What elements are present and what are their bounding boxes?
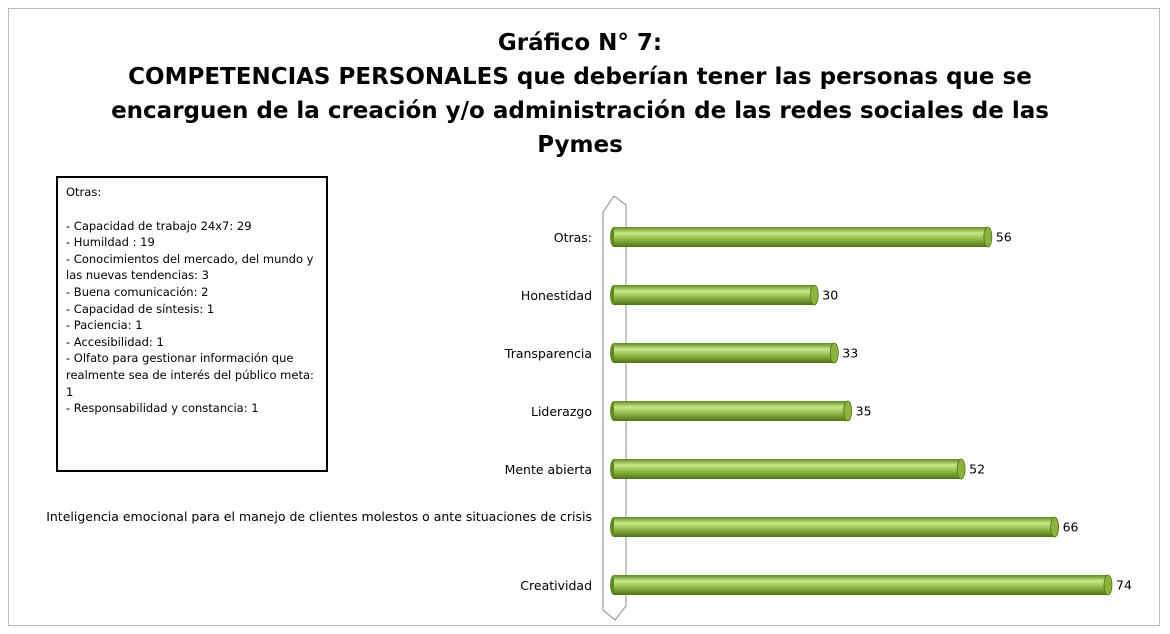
bar bbox=[614, 343, 835, 363]
category-row: Liderazgo bbox=[2, 403, 592, 420]
bar-cap bbox=[809, 284, 819, 306]
category-label: Inteligencia emocional para el manejo de… bbox=[46, 509, 592, 524]
value-label: 74 bbox=[1116, 578, 1132, 593]
bar bbox=[614, 227, 988, 247]
bar-cap bbox=[1103, 574, 1113, 596]
category-label: Transparencia bbox=[504, 346, 592, 361]
value-label: 52 bbox=[969, 462, 985, 477]
value-label: 66 bbox=[1063, 520, 1079, 535]
annotation-item: - Olfato para gestionar información que … bbox=[66, 351, 314, 399]
category-row: Mente abierta bbox=[2, 461, 592, 478]
chart-subtitle: COMPETENCIAS PERSONALES que deberían ten… bbox=[111, 64, 1049, 158]
bar-cap bbox=[829, 342, 839, 364]
annotation-item: - Paciencia: 1 bbox=[66, 318, 143, 333]
chart-frame bbox=[8, 8, 1160, 626]
bar bbox=[614, 575, 1108, 595]
category-row: Otras: bbox=[2, 229, 592, 246]
annotation-item: - Humildad : 19 bbox=[66, 235, 155, 250]
category-row: Creatividad bbox=[2, 577, 592, 594]
category-label: Honestidad bbox=[520, 288, 592, 303]
chart-title: Gráfico N° 7: bbox=[497, 30, 663, 56]
category-label: Otras: bbox=[553, 230, 592, 245]
category-row: Inteligencia emocional para el manejo de… bbox=[2, 508, 592, 525]
value-label: 30 bbox=[822, 288, 838, 303]
category-label: Mente abierta bbox=[504, 462, 592, 477]
bar bbox=[614, 517, 1055, 537]
annotation-box: Otras: - Capacidad de trabajo 24x7: 29- … bbox=[56, 176, 328, 472]
annotation-items: - Capacidad de trabajo 24x7: 29 - Humilda… bbox=[66, 218, 318, 417]
bar bbox=[614, 401, 848, 421]
category-row: Honestidad bbox=[2, 287, 592, 304]
value-label: 33 bbox=[842, 346, 858, 361]
annotation-item: - Responsabilidad y constancia: 1 bbox=[66, 401, 259, 416]
annotation-item: - Capacidad de trabajo 24x7: 29 bbox=[66, 218, 252, 233]
annotation-item: - Capacidad de síntesis: 1 bbox=[66, 301, 215, 316]
category-label: Liderazgo bbox=[530, 404, 592, 419]
value-label: 35 bbox=[856, 404, 872, 419]
title-block: Gráfico N° 7: COMPETENCIAS PERSONALES qu… bbox=[100, 26, 1060, 162]
bar bbox=[614, 459, 962, 479]
bar-cap bbox=[843, 400, 853, 422]
bar-cap bbox=[983, 226, 993, 248]
annotation-item: - Buena comunicación: 2 bbox=[66, 284, 209, 299]
bar-cap bbox=[956, 458, 966, 480]
bar-cap bbox=[1050, 516, 1059, 538]
annotation-item: - Accesibilidad: 1 bbox=[66, 334, 164, 349]
annotation-title: Otras: bbox=[66, 185, 102, 199]
category-row: Transparencia bbox=[2, 345, 592, 362]
bar bbox=[614, 285, 815, 305]
value-label: 56 bbox=[996, 230, 1012, 245]
annotation-item: - Conocimientos del mercado, del mundo y… bbox=[66, 251, 314, 283]
category-label: Creatividad bbox=[520, 578, 592, 593]
